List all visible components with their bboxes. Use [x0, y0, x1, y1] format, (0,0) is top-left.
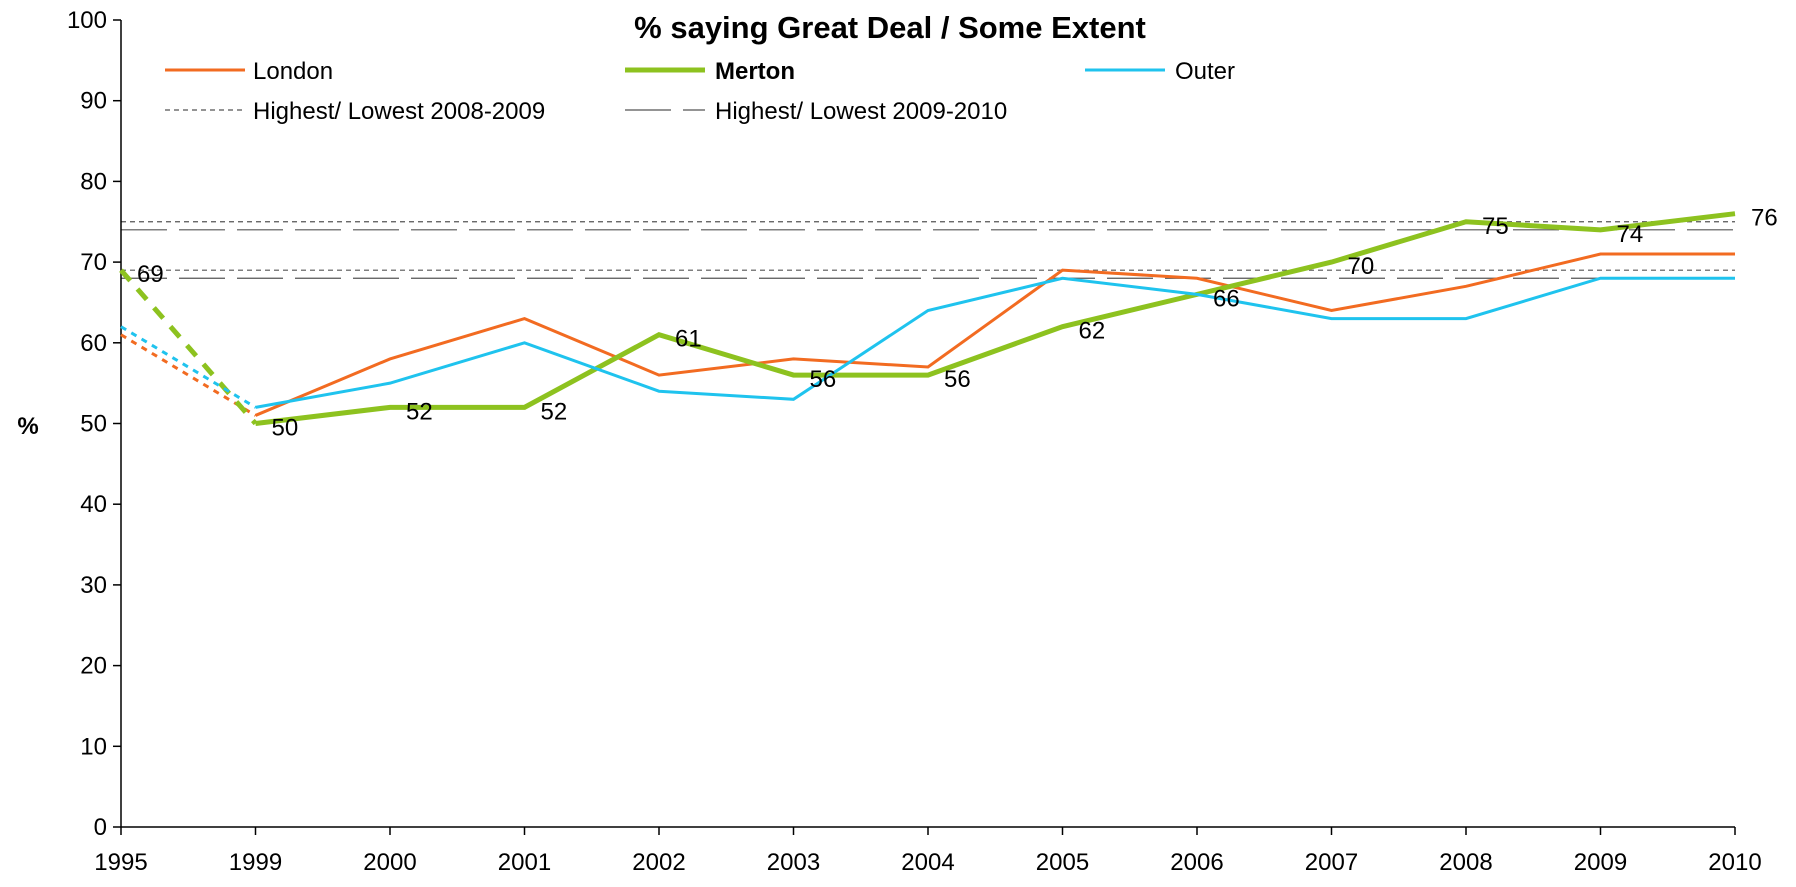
legend-ref-2008-2009-label: Highest/ Lowest 2008-2009: [253, 98, 545, 125]
y-tick-label: 40: [80, 491, 107, 518]
data-label-merton: 75: [1482, 213, 1509, 240]
legend-ref-2009-2010-label: Highest/ Lowest 2009-2010: [715, 98, 1007, 125]
data-label-merton: 76: [1751, 205, 1778, 232]
chart-title: % saying Great Deal / Some Extent: [634, 10, 1146, 45]
data-label-merton: 74: [1617, 221, 1644, 248]
y-tick-label: 90: [80, 88, 107, 115]
data-label-merton: 52: [406, 398, 433, 425]
x-tick-label: 2003: [767, 849, 820, 876]
series-merton-dotted-segment: [119, 268, 258, 426]
data-labels: 69 50 52 52 61 56 56 62 66 70 75 74 76: [137, 205, 1778, 442]
x-tick-label: 2001: [498, 849, 551, 876]
x-tick-label: 2000: [363, 849, 416, 876]
data-label-merton: 69: [137, 261, 164, 288]
legend: London Merton Outer Highest/ Lowest 2008…: [165, 58, 1235, 125]
x-tick-label: 2009: [1574, 849, 1627, 876]
data-label-merton: 66: [1213, 285, 1240, 312]
x-tick-label: 2006: [1170, 849, 1223, 876]
x-tick-label: 2002: [632, 849, 685, 876]
x-tick-label: 1995: [94, 849, 147, 876]
data-label-merton: 50: [272, 415, 299, 442]
legend-outer-label: Outer: [1175, 58, 1235, 85]
data-label-merton: 61: [675, 326, 702, 353]
y-tick-label: 60: [80, 330, 107, 357]
x-tick-label: 2005: [1036, 849, 1089, 876]
x-tick-label: 2004: [901, 849, 954, 876]
data-label-merton: 56: [944, 366, 971, 393]
data-label-merton: 56: [810, 366, 837, 393]
x-tick-label: 2010: [1708, 849, 1761, 876]
axes: 0 10 20 30 40 50 60 70 80 90 100 1995 1999 2000 2001 20…: [67, 7, 1762, 876]
y-tick-label: 0: [94, 814, 107, 841]
series-merton-line: [255, 211, 1736, 426]
data-label-merton: 52: [541, 398, 568, 425]
x-tick-label: 2007: [1305, 849, 1358, 876]
y-tick-label: 20: [80, 653, 107, 680]
y-tick-label: 70: [80, 249, 107, 276]
y-tick-label: 100: [67, 7, 107, 34]
x-tick-label: 2008: [1439, 849, 1492, 876]
series-lines: [119, 211, 1736, 426]
series-outer-line: [255, 276, 1735, 409]
series-london-line: [254, 252, 1735, 417]
legend-merton-label: Merton: [715, 58, 795, 85]
y-tick-label: 30: [80, 572, 107, 599]
y-tick-label: 80: [80, 168, 107, 195]
y-axis-label: %: [17, 413, 38, 440]
series-london-dotted-segment: [120, 333, 257, 417]
y-tick-label: 10: [80, 733, 107, 760]
series-outer-dotted-segment: [120, 325, 257, 409]
x-tick-label: 1999: [229, 849, 282, 876]
legend-london-label: London: [253, 58, 333, 85]
y-tick-label: 50: [80, 411, 107, 438]
data-label-merton: 62: [1079, 318, 1106, 345]
data-label-merton: 70: [1348, 253, 1375, 280]
